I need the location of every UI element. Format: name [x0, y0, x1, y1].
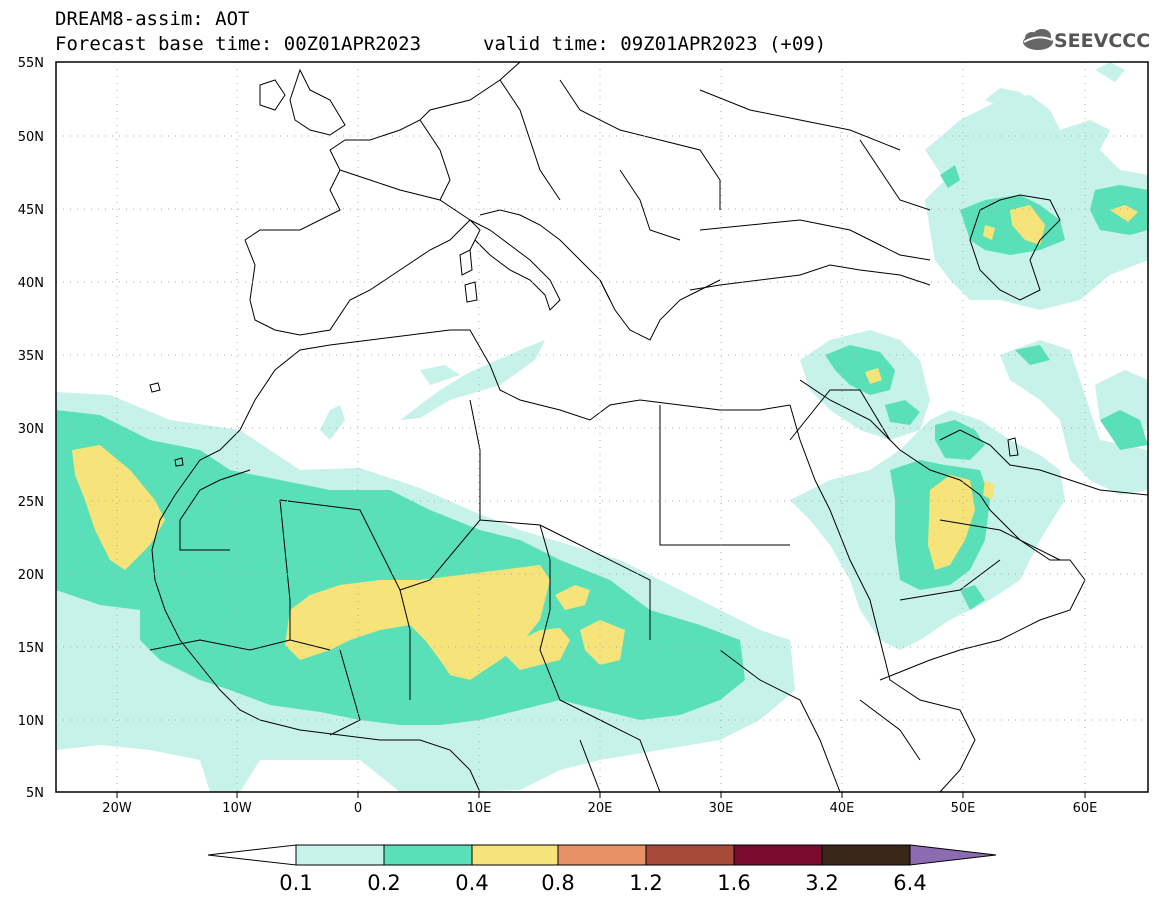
lat-label: 30N — [18, 422, 44, 437]
lat-label: 25N — [18, 495, 44, 510]
lon-label: 30E — [709, 801, 734, 816]
colorbar-box — [471, 844, 559, 866]
forecast-base-time: Forecast base time: 00Z01APR2023 — [55, 33, 422, 55]
map-frame — [55, 61, 1149, 793]
lat-label: 10N — [18, 714, 44, 729]
lat-label: 50N — [18, 130, 44, 145]
lon-label: 10E — [467, 801, 492, 816]
lon-label: 40E — [830, 801, 855, 816]
lon-labels: 20W 10W 0 10E 20E 30E 40E 50E 60E — [102, 801, 1097, 816]
colorbar — [207, 844, 997, 866]
colorbar-label: 0.2 — [367, 871, 400, 895]
logo-text: SEEVCCC — [1054, 30, 1151, 52]
gridlines — [56, 62, 1148, 792]
lat-label: 40N — [18, 276, 44, 291]
colorbar-labels: 0.1 0.2 0.4 0.8 1.2 1.6 3.2 6.4 — [279, 871, 926, 895]
colorbar-box — [557, 844, 647, 866]
lat-label: 55N — [18, 56, 44, 71]
lat-label: 45N — [18, 203, 44, 218]
colorbar-label: 0.4 — [455, 871, 488, 895]
axis-ticks — [116, 792, 1086, 798]
lon-label: 60E — [1073, 801, 1098, 816]
lon-label: 0 — [354, 801, 362, 816]
map-title: DREAM8-assim: AOT — [55, 8, 250, 30]
colorbar-box — [645, 844, 735, 866]
lat-label: 35N — [18, 349, 44, 364]
coastlines — [149, 62, 1148, 792]
lon-label: 20W — [102, 801, 132, 816]
lat-label: 20N — [18, 568, 44, 583]
lat-label: 15N — [18, 641, 44, 656]
colorbar-label: 1.2 — [629, 871, 662, 895]
colorbar-box — [295, 844, 385, 866]
colorbar-box — [821, 844, 911, 866]
colorbar-box — [733, 844, 823, 866]
colorbar-over-arrow — [909, 844, 997, 866]
lon-label: 10W — [222, 801, 252, 816]
lat-labels: 55N 50N 45N 40N 35N 30N 25N 20N 15N 10N … — [18, 56, 44, 801]
colorbar-label: 0.1 — [279, 871, 312, 895]
lat-label: 5N — [26, 786, 44, 801]
aot-shading — [56, 62, 1148, 792]
colorbar-label: 1.6 — [717, 871, 750, 895]
colorbar-label: 0.8 — [541, 871, 574, 895]
colorbar-label: 6.4 — [893, 871, 926, 895]
colorbar-label: 3.2 — [805, 871, 838, 895]
cloud-icon — [1023, 29, 1053, 50]
lon-label: 20E — [588, 801, 613, 816]
colorbar-box — [383, 844, 473, 866]
lon-label: 50E — [951, 801, 976, 816]
valid-time: valid time: 09Z01APR2023 (+09) — [483, 33, 827, 55]
colorbar-under-arrow — [207, 844, 297, 866]
